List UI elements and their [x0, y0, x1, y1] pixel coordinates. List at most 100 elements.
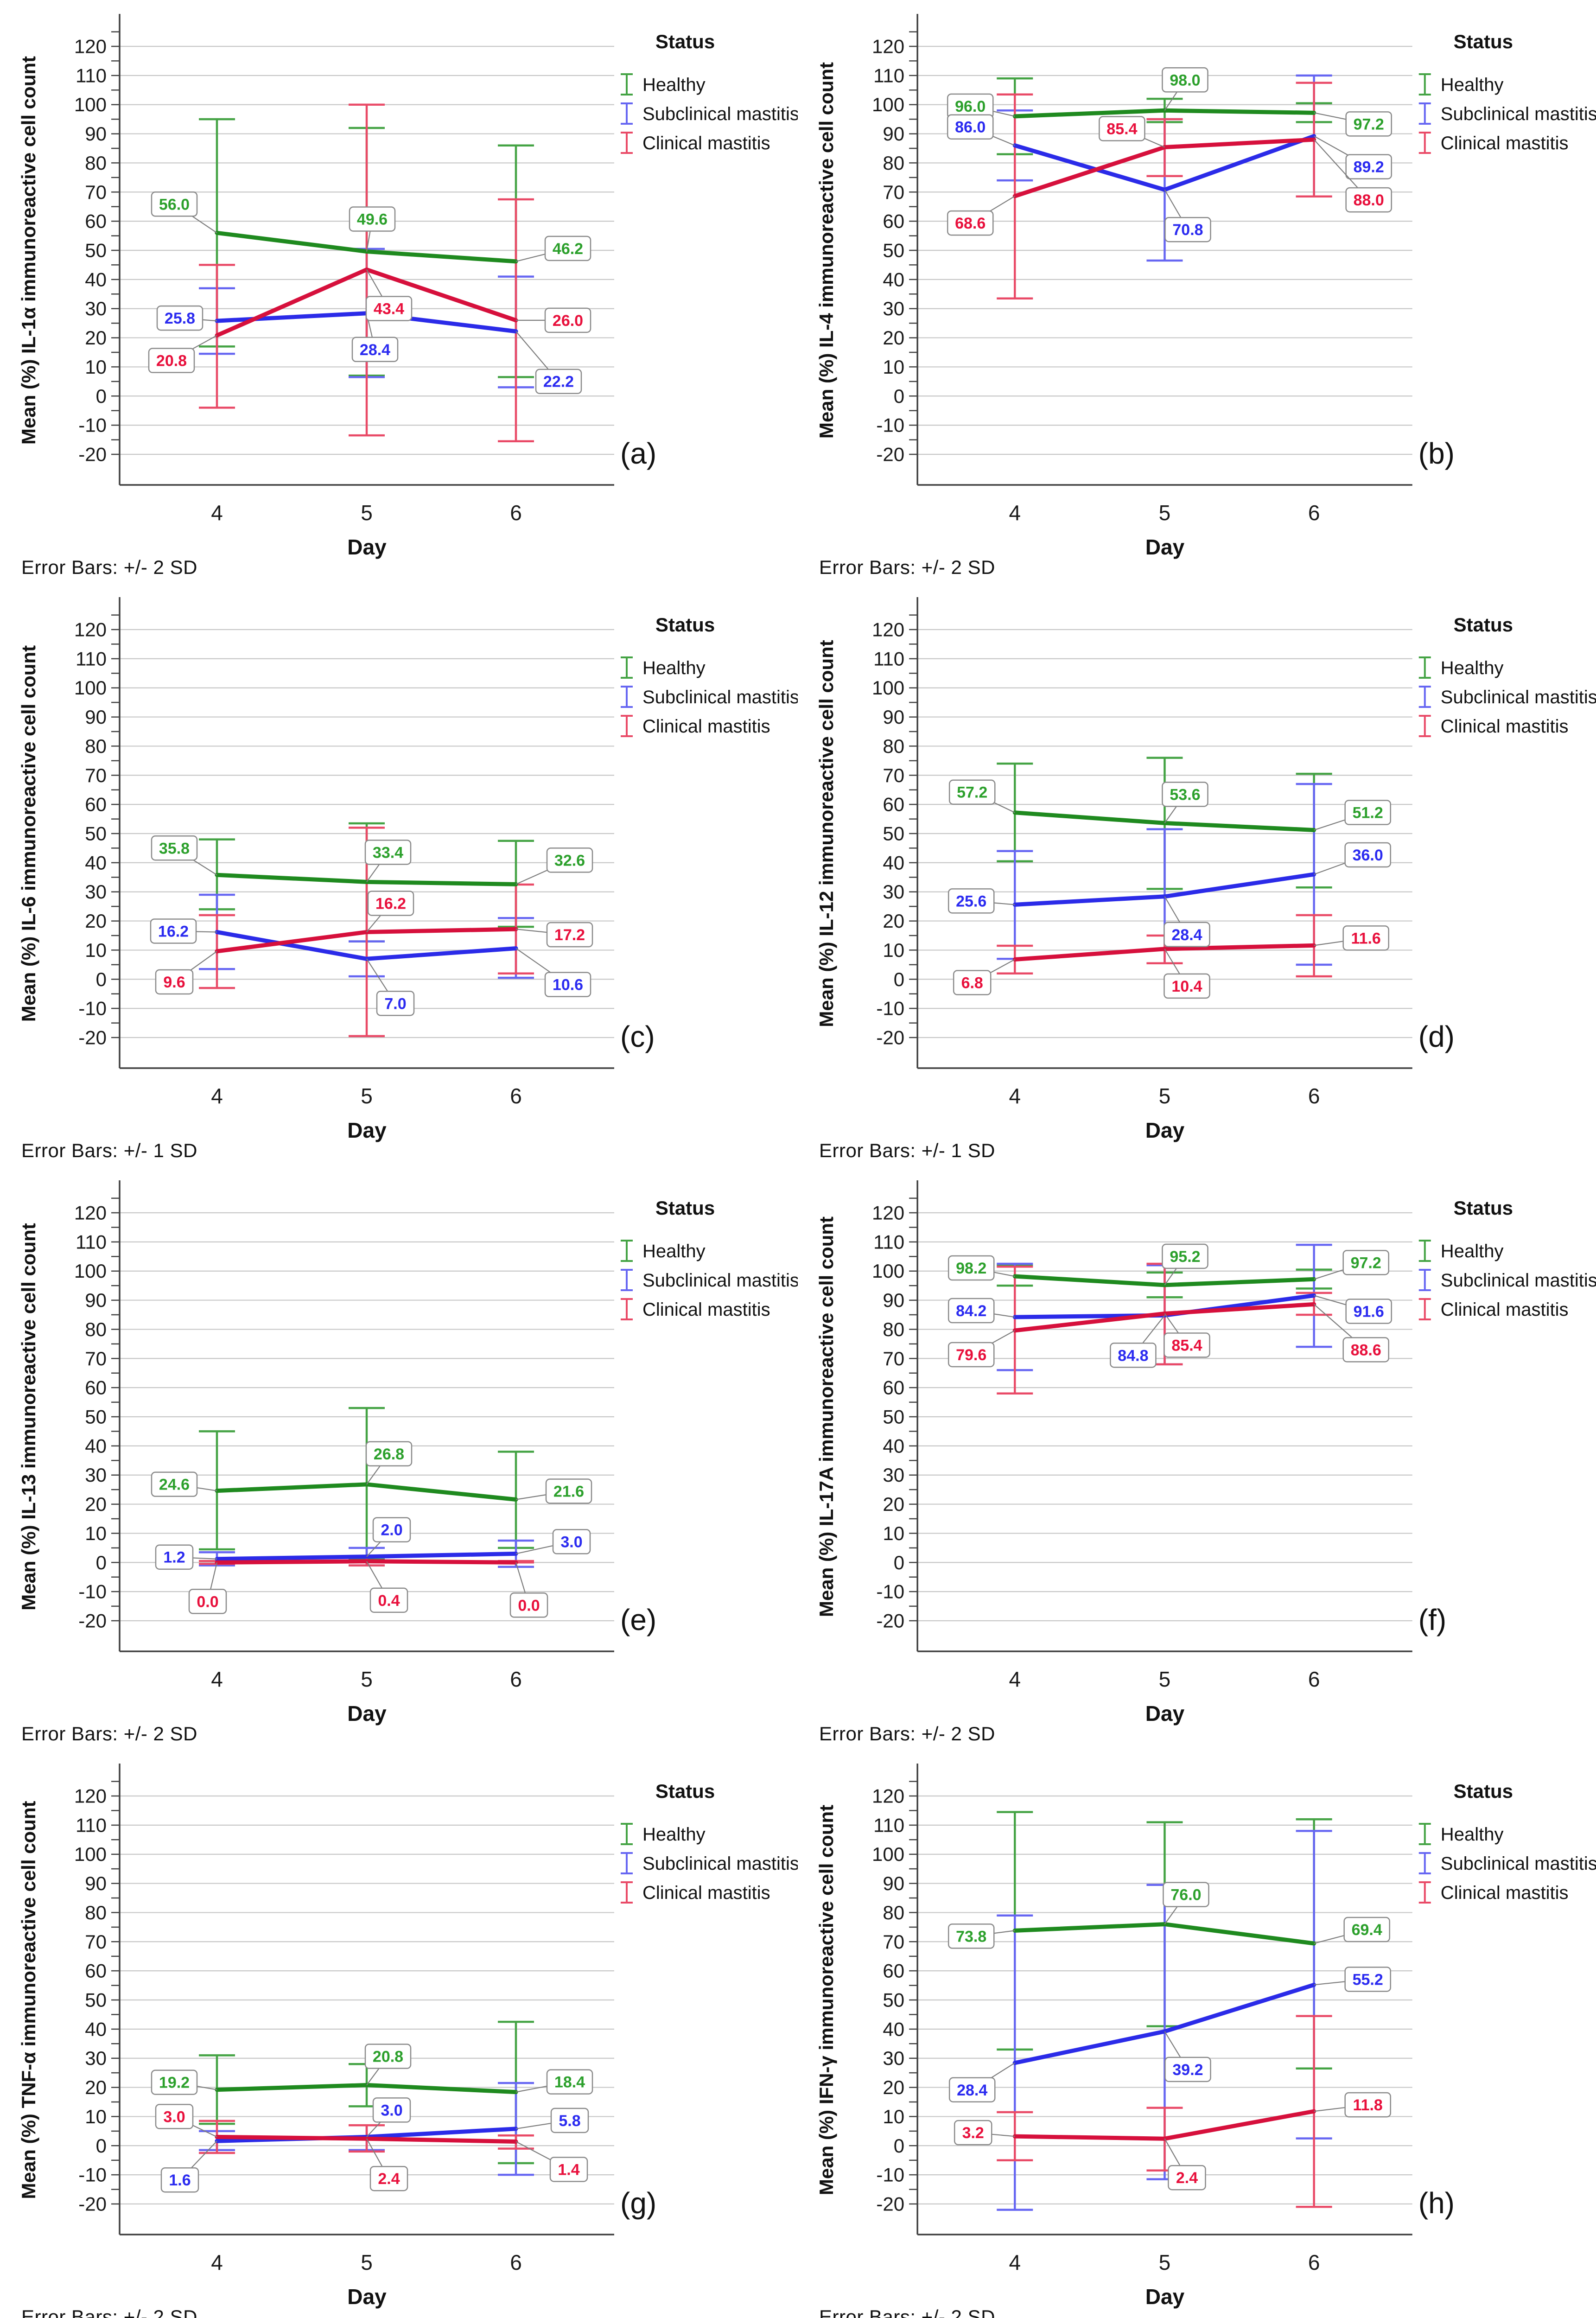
legend-item-label: Clinical mastitis	[1441, 716, 1569, 737]
x-tick-label: 5	[361, 501, 373, 525]
data-label: 16.2	[158, 923, 189, 940]
data-label-box	[549, 2157, 588, 2182]
y-tick-label: 10	[85, 939, 107, 961]
x-axis-title: Day	[1145, 535, 1185, 559]
data-label: 86.0	[955, 119, 986, 136]
y-tick-label: 20	[883, 1493, 904, 1515]
axes: -20 -10 0 10 20 30 40 50 60 70 80 90 100 110 120	[74, 14, 614, 486]
data-labels: 56.0 49.6 46.2 25.8 28.4 22.2 20.8 43.4 26.0	[148, 191, 591, 394]
y-tick-label: -20	[876, 444, 904, 465]
legend-title: Status	[655, 614, 715, 636]
legend-title: Status	[1454, 1780, 1513, 1802]
data-label-box	[1344, 2092, 1391, 2118]
x-tick-label: 6	[510, 1084, 522, 1108]
y-tick-label: 70	[883, 181, 904, 203]
y-tick-label: 10	[883, 2106, 904, 2127]
x-axis-labels: 4 5 6 Day	[211, 2250, 522, 2309]
y-axis-title: Mean (%) IL-12 immunoreactive cell count	[815, 640, 837, 1027]
data-label-box	[155, 969, 194, 995]
y-axis-title: Mean (%) TNF-α immunoreactive cell count	[18, 1801, 39, 2199]
y-tick-label: 50	[883, 1406, 904, 1428]
y-tick-label: 70	[85, 181, 107, 203]
panel-letter: (h)	[1418, 2186, 1455, 2220]
legend: Status Healthy Subclinical mastitis Clinica…	[621, 31, 798, 154]
y-tick-label: -10	[876, 1581, 904, 1603]
y-tick-label: 60	[883, 210, 904, 232]
data-label: 28.4	[1171, 926, 1202, 944]
data-label: 2.0	[381, 1522, 402, 1539]
data-label-box	[544, 236, 591, 261]
y-tick-label: 0	[894, 2135, 904, 2157]
y-tick-label: 0	[96, 2135, 107, 2157]
y-tick-label: 60	[883, 1377, 904, 1399]
y-axis-title: Mean (%) IL-6 immunoreactive cell count	[18, 645, 39, 1022]
y-tick-label: 60	[85, 794, 107, 815]
y-tick-label: 20	[883, 327, 904, 349]
panel-letter: (d)	[1418, 1020, 1455, 1053]
y-tick-label: -20	[78, 2193, 107, 2215]
panel-letter: (c)	[620, 1020, 655, 1053]
data-labels: 19.2 20.8 18.4 1.6 3.0 5.8 3.0 2.4 1.4	[151, 2044, 593, 2193]
data-label-box	[1345, 111, 1392, 137]
data-label: 85.4	[1106, 120, 1137, 138]
data-label-box	[349, 206, 396, 232]
legend-item-label: Subclinical mastitis	[1441, 687, 1596, 707]
data-label: 2.4	[378, 2170, 400, 2188]
y-tick-label: 110	[873, 1814, 904, 1836]
y-tick-label: 60	[85, 1960, 107, 1982]
y-tick-label: 0	[894, 385, 904, 407]
data-label-box	[947, 1342, 995, 1368]
data-label: 36.0	[1353, 847, 1383, 864]
data-label-box	[544, 972, 591, 997]
data-label: 25.6	[956, 892, 986, 910]
y-axis-title: Mean (%) IL-4 immunoreactive cell count	[815, 62, 837, 439]
data-label-box	[155, 1544, 194, 1570]
error-bars-note-g: Error Bars: +/- 2 SD	[21, 2306, 197, 2318]
chart-b: -20 -10 0 10 20 30 40 50 60 70 80 90 100 110 120 96.0 98…	[815, 14, 1596, 559]
panel-c: -20 -10 0 10 20 30 40 50 60 70 80 90 100 110 120 35.8 33…	[0, 583, 798, 1166]
data-label-box	[160, 2167, 199, 2193]
data-label: 26.8	[374, 1446, 404, 1463]
y-tick-label: 80	[85, 1318, 107, 1340]
legend: Status Healthy Subclinical mastitis Clinica…	[1418, 31, 1596, 154]
data-label-box	[954, 2120, 992, 2146]
y-tick-label: 120	[872, 619, 904, 641]
data-label: 98.2	[956, 1260, 986, 1277]
panel-f: -20 -10 0 10 20 30 40 50 60 70 80 90 100 110 120 98.2 95…	[798, 1166, 1596, 1750]
y-tick-label: 30	[883, 298, 904, 319]
data-label-box	[1162, 67, 1208, 93]
y-tick-label: 0	[96, 385, 107, 407]
y-tick-label: 30	[85, 1464, 107, 1486]
y-tick-label: 40	[883, 852, 904, 873]
data-label: 98.0	[1170, 71, 1200, 89]
data-label: 89.2	[1354, 159, 1384, 176]
y-tick-label: 10	[85, 356, 107, 378]
data-label: 46.2	[553, 240, 583, 258]
panel-letter: (e)	[620, 1603, 656, 1637]
axes: -20 -10 0 10 20 30 40 50 60 70 80 90 100 110 120	[872, 597, 1412, 1069]
data-label: 97.2	[1354, 115, 1384, 133]
y-tick-label: 60	[883, 1960, 904, 1982]
x-tick-label: 6	[1308, 501, 1320, 525]
data-label: 53.6	[1170, 786, 1200, 803]
panel-d: -20 -10 0 10 20 30 40 50 60 70 80 90 100 110 120 57.2 53…	[798, 583, 1596, 1166]
legend-item-label: Subclinical mastitis	[1441, 1853, 1596, 1874]
x-axis-labels: 4 5 6 Day	[1009, 1084, 1320, 1142]
data-label: 88.6	[1351, 1341, 1381, 1359]
legend-item-label: Subclinical mastitis	[1441, 1270, 1596, 1291]
data-label-box	[1099, 116, 1145, 141]
data-label-box	[948, 779, 996, 805]
panel-letter: (b)	[1418, 437, 1455, 470]
data-labels: 57.2 53.6 51.2 25.6 28.4 36.0 6.8 10.4 11.6	[947, 779, 1391, 999]
y-tick-label: 80	[883, 735, 904, 757]
axes: -20 -10 0 10 20 30 40 50 60 70 80 90 100 110 120	[872, 1764, 1412, 2235]
data-label-box	[552, 1529, 591, 1554]
y-tick-label: 90	[85, 706, 107, 728]
data-label: 0.0	[518, 1597, 540, 1614]
data-label-box	[1344, 842, 1391, 868]
y-tick-label: 60	[883, 794, 904, 815]
y-tick-label: 30	[85, 298, 107, 319]
y-tick-label: 100	[74, 677, 107, 699]
data-label-box	[1168, 2165, 1206, 2191]
data-label-box	[948, 2077, 996, 2103]
